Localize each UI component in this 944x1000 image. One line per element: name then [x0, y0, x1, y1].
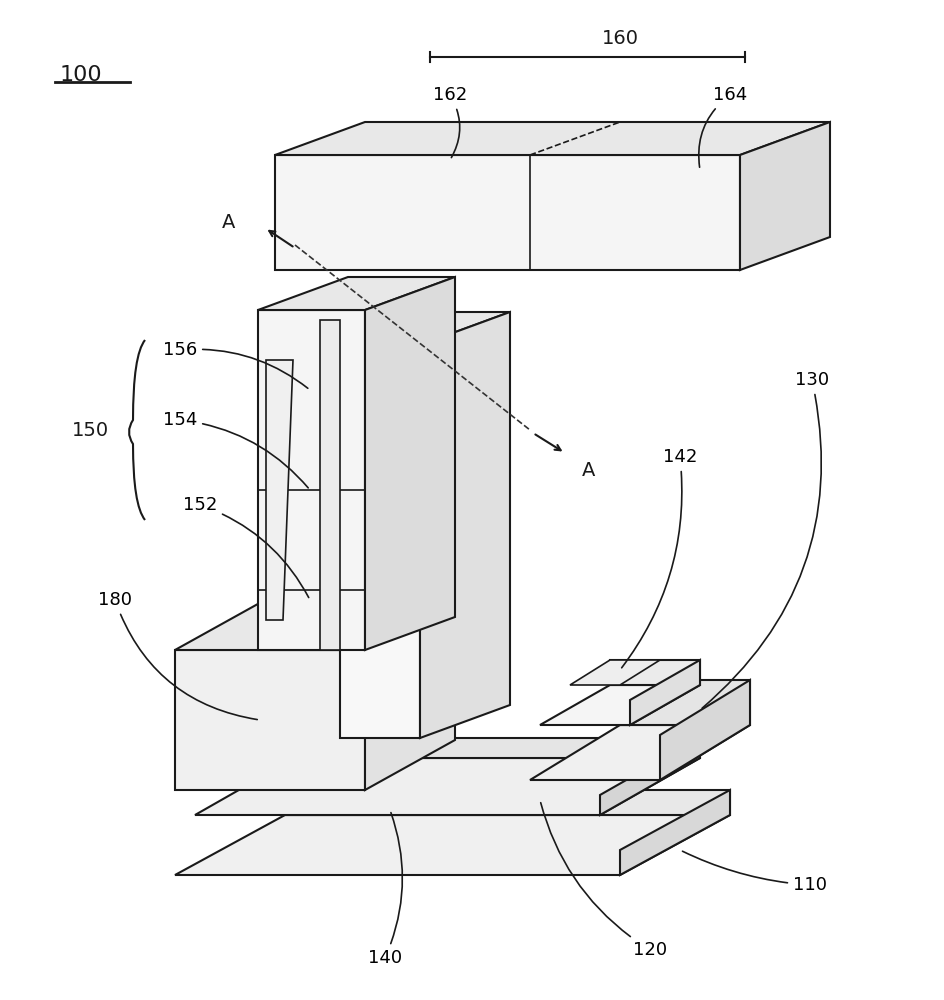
Text: 140: 140 — [367, 813, 402, 967]
Text: 156: 156 — [162, 341, 308, 388]
Text: 162: 162 — [432, 86, 466, 158]
Polygon shape — [265, 360, 293, 620]
Polygon shape — [320, 320, 340, 650]
Polygon shape — [340, 345, 419, 738]
Polygon shape — [340, 312, 510, 345]
Text: 150: 150 — [72, 420, 109, 440]
Polygon shape — [275, 155, 739, 270]
Polygon shape — [659, 680, 750, 780]
Polygon shape — [285, 790, 729, 815]
Polygon shape — [295, 738, 700, 758]
Polygon shape — [599, 738, 700, 815]
Text: 142: 142 — [621, 448, 697, 668]
Polygon shape — [630, 660, 700, 725]
Polygon shape — [364, 277, 454, 650]
Polygon shape — [610, 660, 700, 685]
Polygon shape — [258, 310, 364, 650]
Polygon shape — [419, 312, 510, 738]
Text: A: A — [582, 460, 595, 480]
Polygon shape — [539, 685, 700, 725]
Polygon shape — [530, 725, 750, 780]
Polygon shape — [175, 600, 454, 650]
Polygon shape — [175, 650, 364, 790]
Polygon shape — [275, 122, 829, 155]
Text: A: A — [222, 213, 235, 232]
Polygon shape — [739, 122, 829, 270]
Text: 180: 180 — [98, 591, 257, 720]
Polygon shape — [364, 600, 454, 790]
Polygon shape — [175, 815, 729, 875]
Text: 164: 164 — [698, 86, 747, 167]
Polygon shape — [569, 660, 659, 685]
Polygon shape — [194, 758, 700, 815]
Text: 120: 120 — [540, 803, 666, 959]
Text: 152: 152 — [182, 496, 309, 598]
Polygon shape — [258, 277, 454, 310]
Text: 160: 160 — [601, 29, 638, 48]
Polygon shape — [619, 790, 729, 875]
Text: 154: 154 — [162, 411, 308, 488]
Text: 130: 130 — [701, 371, 828, 708]
Text: 100: 100 — [59, 65, 103, 85]
Polygon shape — [619, 680, 750, 725]
Text: 110: 110 — [682, 851, 826, 894]
